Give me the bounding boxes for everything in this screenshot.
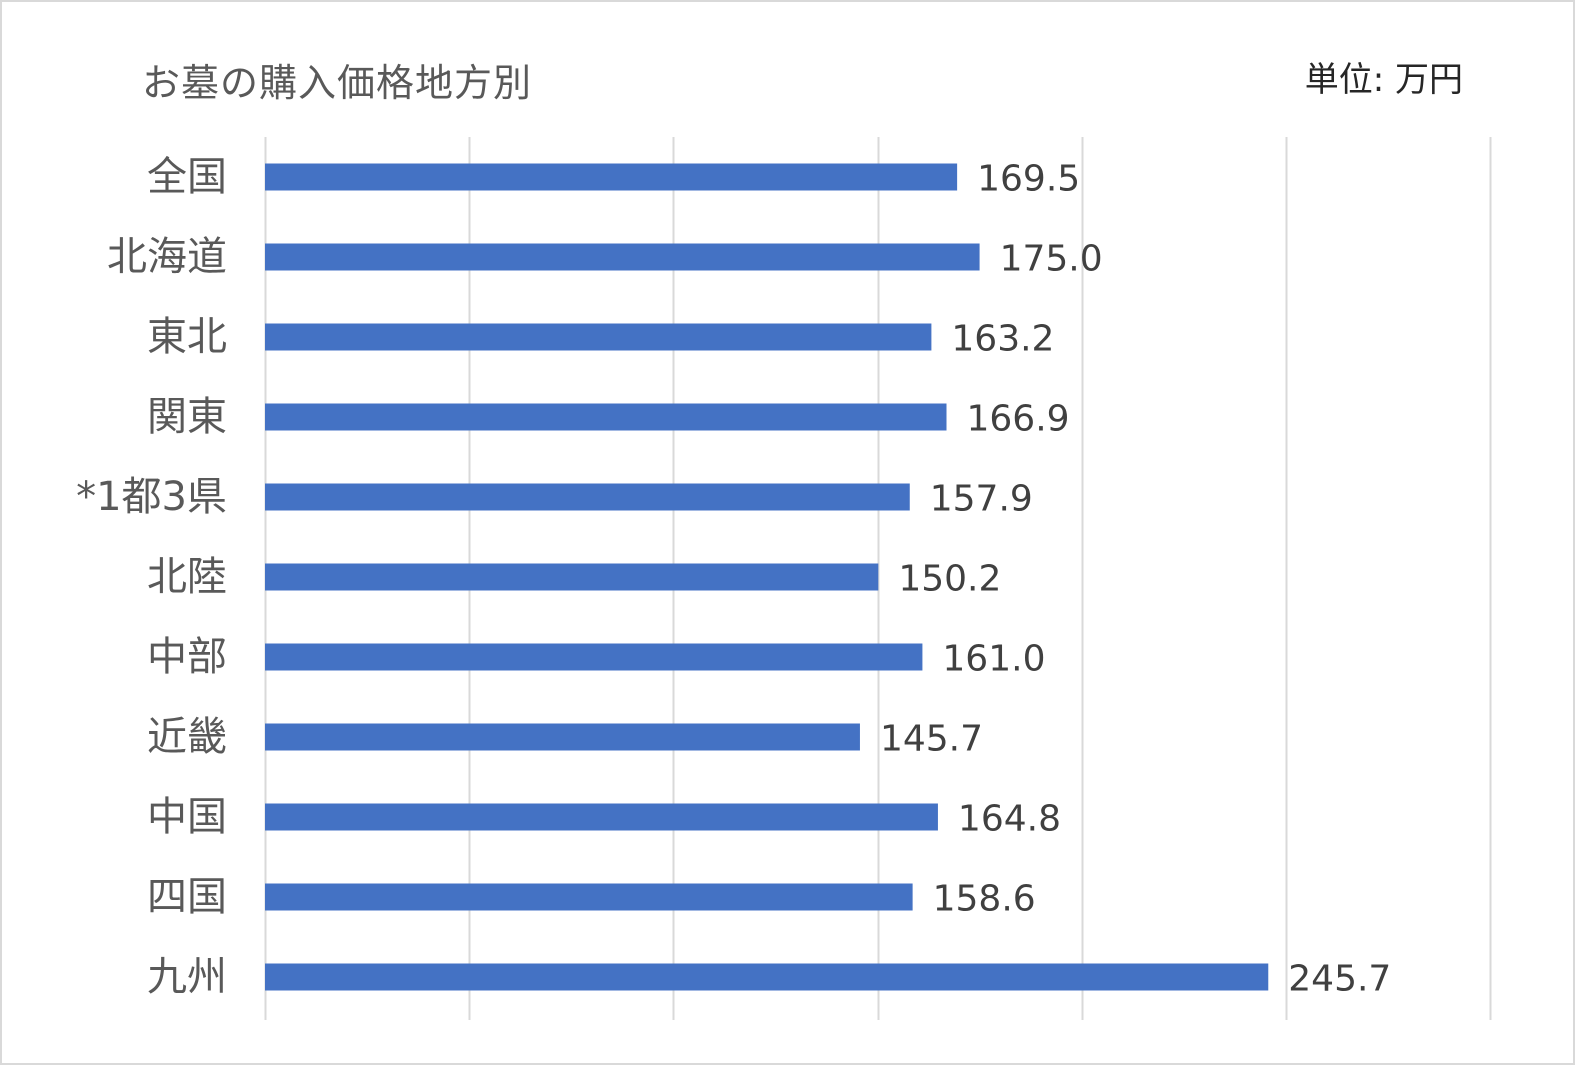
unit-label: 単位: 万円 <box>1304 60 1463 100</box>
bar <box>265 723 860 751</box>
bar <box>265 643 923 671</box>
data-label: 161.0 <box>942 639 1045 680</box>
category-label: 北陸 <box>147 554 227 600</box>
bars <box>265 163 1269 991</box>
category-label: *1都3県 <box>76 474 227 520</box>
category-label: 北海道 <box>107 234 227 280</box>
data-label: 169.5 <box>977 159 1080 200</box>
data-label: 164.8 <box>958 799 1061 840</box>
chart-title: お墓の購入価格地方別 <box>142 61 533 105</box>
category-label: 近畿 <box>147 714 227 760</box>
category-label: 中国 <box>147 794 227 840</box>
data-label: 150.2 <box>898 559 1001 600</box>
data-label: 158.6 <box>933 879 1036 920</box>
bar <box>265 323 932 351</box>
bar <box>265 243 980 271</box>
data-label: 166.9 <box>967 399 1070 440</box>
bar <box>265 163 958 191</box>
category-label: 全国 <box>147 154 227 200</box>
category-label: 四国 <box>147 874 227 920</box>
bar <box>265 803 938 831</box>
data-label: 145.7 <box>880 719 983 760</box>
category-label: 九州 <box>147 954 227 1000</box>
bar <box>265 883 913 911</box>
category-label: 東北 <box>147 314 227 360</box>
category-label: 関東 <box>147 394 227 440</box>
bar <box>265 403 947 431</box>
data-label: 163.2 <box>951 319 1054 360</box>
data-label: 157.9 <box>930 479 1033 520</box>
data-label: 175.0 <box>1000 239 1103 280</box>
data-label: 245.7 <box>1288 959 1391 1000</box>
category-label: 中部 <box>147 634 227 680</box>
bar <box>265 963 1269 991</box>
bar <box>265 563 879 591</box>
value-labels: 169.5 175.0 163.2 166.9 157.9 150.2 161.0 145.7… <box>880 159 1391 1000</box>
bar <box>265 483 910 511</box>
